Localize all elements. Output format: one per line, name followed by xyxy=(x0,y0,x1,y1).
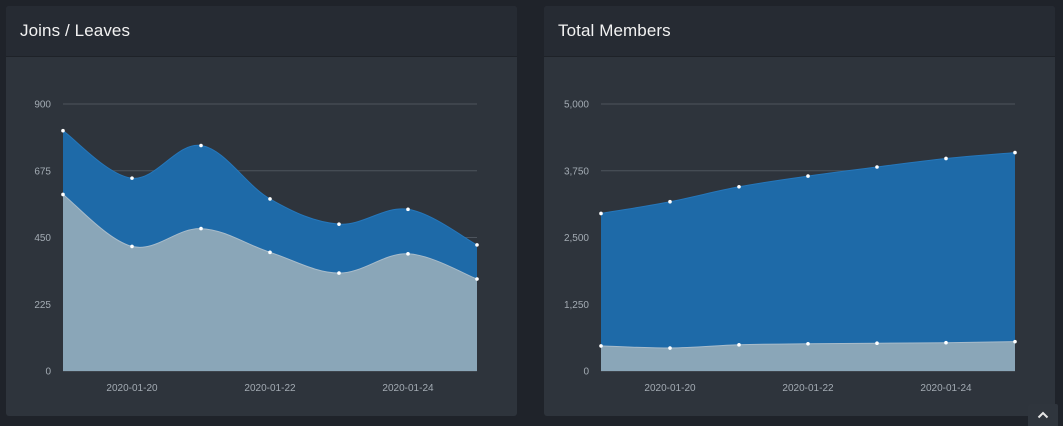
data-point[interactable] xyxy=(199,226,203,231)
joins-leaves-chart: 0 225 450 675 900 2020-01-20 2020-01-22 2020-01… xyxy=(34,100,479,394)
joins-leaves-panel: Joins / Leaves 0 225 450 675 900 2020-01-20 20… xyxy=(6,6,517,416)
data-point[interactable] xyxy=(875,341,879,346)
panel-header: Joins / Leaves xyxy=(6,6,517,57)
chart-area: 0 225 450 675 900 2020-01-20 2020-01-22 2020-01… xyxy=(6,58,517,416)
data-point[interactable] xyxy=(130,244,134,249)
data-point[interactable] xyxy=(337,271,341,275)
chart-title: Total Members xyxy=(558,21,671,40)
data-point[interactable] xyxy=(130,176,134,180)
y-tick-label: 0 xyxy=(45,367,51,378)
y-tick-label: 5,000 xyxy=(564,100,589,111)
series-area-2 xyxy=(601,341,1015,371)
y-tick-label: 450 xyxy=(34,233,51,244)
data-point[interactable] xyxy=(944,156,948,161)
x-tick-label: 2020-01-24 xyxy=(920,383,972,394)
data-point[interactable] xyxy=(599,344,603,348)
x-tick-label: 2020-01-24 xyxy=(382,383,434,394)
y-tick-label: 0 xyxy=(583,367,589,378)
data-point[interactable] xyxy=(1013,339,1017,344)
series-area-1 xyxy=(601,152,1015,371)
data-point[interactable] xyxy=(806,341,810,346)
data-point[interactable] xyxy=(875,165,879,169)
x-tick-label: 2020-01-22 xyxy=(244,383,296,394)
data-point[interactable] xyxy=(668,199,672,204)
chart-area: 0 1,250 2,500 3,750 5,000 2020-01-20 2020-01-2… xyxy=(544,58,1055,416)
data-point[interactable] xyxy=(806,174,810,178)
data-point[interactable] xyxy=(268,197,272,201)
y-tick-label: 225 xyxy=(34,300,51,311)
data-point[interactable] xyxy=(1013,150,1017,155)
x-tick-label: 2020-01-22 xyxy=(782,383,834,394)
panel-header: Total Members xyxy=(544,6,1055,57)
total-members-panel: Total Members 0 1,250 2,500 3,750 5,000 2020-… xyxy=(544,6,1055,416)
data-point[interactable] xyxy=(944,340,948,345)
chart-title: Joins / Leaves xyxy=(20,21,131,40)
data-point[interactable] xyxy=(406,252,410,256)
data-point[interactable] xyxy=(61,192,65,197)
data-point[interactable] xyxy=(475,243,479,247)
y-tick-label: 1,250 xyxy=(564,300,589,311)
chevron-up-icon xyxy=(1037,411,1049,419)
data-point[interactable] xyxy=(268,250,272,255)
data-point[interactable] xyxy=(599,211,603,216)
total-members-chart: 0 1,250 2,500 3,750 5,000 2020-01-20 2020-01-2… xyxy=(564,100,1017,394)
x-tick-label: 2020-01-20 xyxy=(644,383,696,394)
data-point[interactable] xyxy=(406,207,410,212)
y-tick-label: 3,750 xyxy=(564,166,589,177)
scroll-to-top-button[interactable] xyxy=(1028,404,1058,426)
data-point[interactable] xyxy=(737,343,741,347)
y-tick-label: 900 xyxy=(34,100,51,111)
data-point[interactable] xyxy=(668,346,672,350)
data-point[interactable] xyxy=(199,143,203,148)
data-point[interactable] xyxy=(475,277,479,281)
data-point[interactable] xyxy=(337,222,341,226)
y-tick-label: 675 xyxy=(34,166,51,177)
series-area-2 xyxy=(63,194,477,371)
y-tick-label: 2,500 xyxy=(564,233,589,244)
data-point[interactable] xyxy=(61,128,65,133)
data-point[interactable] xyxy=(737,184,741,189)
x-tick-label: 2020-01-20 xyxy=(106,383,158,394)
